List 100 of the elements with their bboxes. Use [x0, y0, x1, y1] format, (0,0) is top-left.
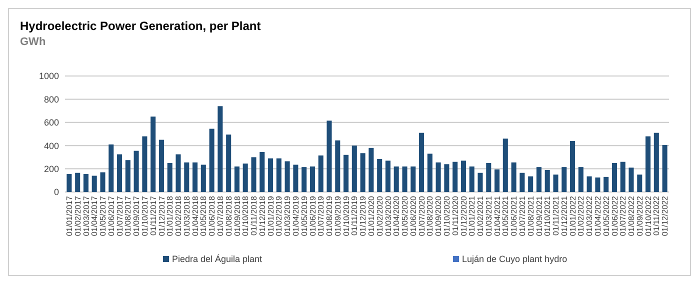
x-tick-label: 01/12/2019 — [358, 195, 368, 236]
bar — [460, 160, 466, 192]
x-tick-label: 01/07/2020 — [417, 195, 426, 236]
bar — [184, 162, 190, 192]
x-tick-label: 01/03/2019 — [283, 195, 292, 236]
x-tick-label: 01/04/2021 — [492, 195, 502, 236]
x-tick-label: 01/08/2019 — [325, 195, 334, 236]
bar — [502, 138, 508, 192]
x-tick-label: 01/09/2018 — [232, 195, 242, 236]
bar — [66, 174, 72, 192]
bar — [284, 161, 290, 192]
bar — [394, 166, 399, 192]
x-tick-label: 01/02/2020 — [375, 195, 384, 236]
bar — [326, 120, 332, 192]
x-tick-label: 01/12/2021 — [560, 195, 569, 236]
bar — [150, 116, 156, 192]
bar — [410, 166, 416, 192]
bar — [293, 164, 298, 192]
bar — [469, 166, 474, 192]
x-tick-label: 01/08/2022 — [627, 195, 636, 236]
bar — [427, 154, 432, 192]
x-tick-label: 01/01/2020 — [366, 195, 376, 236]
bar — [117, 154, 122, 192]
x-tick-label: 01/12/2022 — [660, 195, 670, 236]
bar — [628, 168, 634, 192]
x-tick-label: 01/04/2017 — [90, 195, 100, 236]
bar — [142, 136, 148, 192]
x-tick-label: 01/05/2020 — [400, 195, 410, 236]
x-tick-label: 01/02/2022 — [576, 195, 586, 236]
x-tick-label: 01/05/2021 — [501, 195, 510, 236]
bar — [75, 172, 80, 192]
x-tick-label: 01/07/2019 — [316, 195, 326, 236]
x-tick-label: 01/01/2019 — [266, 195, 276, 236]
x-tick-label: 01/04/2022 — [593, 195, 602, 236]
bar — [562, 167, 567, 192]
bar — [520, 172, 525, 192]
bar — [200, 164, 206, 192]
bar — [452, 162, 458, 192]
x-tick-label: 01/05/2018 — [199, 195, 208, 236]
bar — [310, 166, 315, 192]
x-tick-label: 01/06/2022 — [610, 195, 620, 236]
bar — [158, 140, 164, 192]
x-tick-label: 01/09/2017 — [132, 195, 142, 236]
bar — [134, 150, 139, 192]
bar — [612, 163, 617, 192]
bar — [402, 166, 408, 192]
bar — [553, 174, 558, 192]
bar — [276, 158, 282, 192]
x-tick-label: 01/12/2018 — [258, 195, 267, 236]
bar — [486, 163, 492, 192]
bar — [335, 140, 340, 192]
bar — [167, 163, 172, 192]
y-tick-label: 600 — [44, 118, 59, 128]
x-tick-label: 01/10/2018 — [241, 195, 250, 236]
x-tick-label: 01/09/2021 — [534, 195, 544, 236]
x-tick-label: 01/07/2021 — [518, 195, 527, 236]
x-tick-label: 01/09/2020 — [434, 195, 444, 236]
bar — [620, 162, 626, 192]
chart-subtitle: GWh — [20, 36, 46, 48]
bar — [226, 134, 232, 192]
bar — [218, 106, 223, 192]
x-tick-label: 01/06/2018 — [208, 195, 217, 236]
chart-title: Hydroelectric Power Generation, per Plant — [20, 19, 261, 33]
x-tick-label: 01/11/2017 — [148, 195, 158, 236]
x-tick-label: 01/01/2021 — [468, 195, 477, 236]
x-tick-label: 01/10/2022 — [644, 195, 653, 236]
bar — [654, 132, 659, 192]
bar — [125, 160, 130, 192]
bar — [570, 140, 576, 192]
bar — [544, 170, 550, 192]
bar — [586, 176, 592, 192]
bar — [234, 166, 240, 192]
bar — [478, 172, 483, 192]
x-tick-label: 01/05/2019 — [300, 195, 309, 236]
bar — [209, 128, 214, 192]
legend-label: Piedra del Águila plant — [172, 254, 263, 264]
bar — [578, 167, 584, 192]
bar — [176, 154, 181, 192]
x-tick-label: 01/02/2017 — [73, 195, 82, 236]
bar — [595, 178, 600, 192]
x-tick-label: 01/08/2020 — [426, 195, 435, 236]
x-tick-label: 01/10/2021 — [543, 195, 552, 236]
x-tick-label: 01/11/2021 — [552, 195, 561, 236]
x-tick-label: 01/03/2021 — [484, 195, 494, 236]
x-tick-label: 01/09/2019 — [333, 195, 342, 236]
bar — [419, 132, 424, 192]
x-tick-label: 01/08/2018 — [224, 195, 234, 236]
bar — [100, 172, 106, 192]
y-tick-label: 200 — [44, 164, 59, 174]
x-tick-label: 01/07/2022 — [618, 195, 628, 236]
y-tick-label: 400 — [44, 140, 59, 151]
x-tick-label: 01/10/2017 — [140, 195, 150, 236]
x-tick-label: 01/01/2018 — [166, 195, 175, 236]
y-tick-label: 800 — [44, 94, 59, 104]
x-tick-label: 01/12/2017 — [157, 195, 166, 236]
bar — [637, 174, 642, 192]
bar — [260, 152, 265, 192]
x-tick-label: 01/04/2018 — [190, 195, 200, 236]
bar — [662, 145, 668, 192]
bar — [511, 162, 516, 192]
